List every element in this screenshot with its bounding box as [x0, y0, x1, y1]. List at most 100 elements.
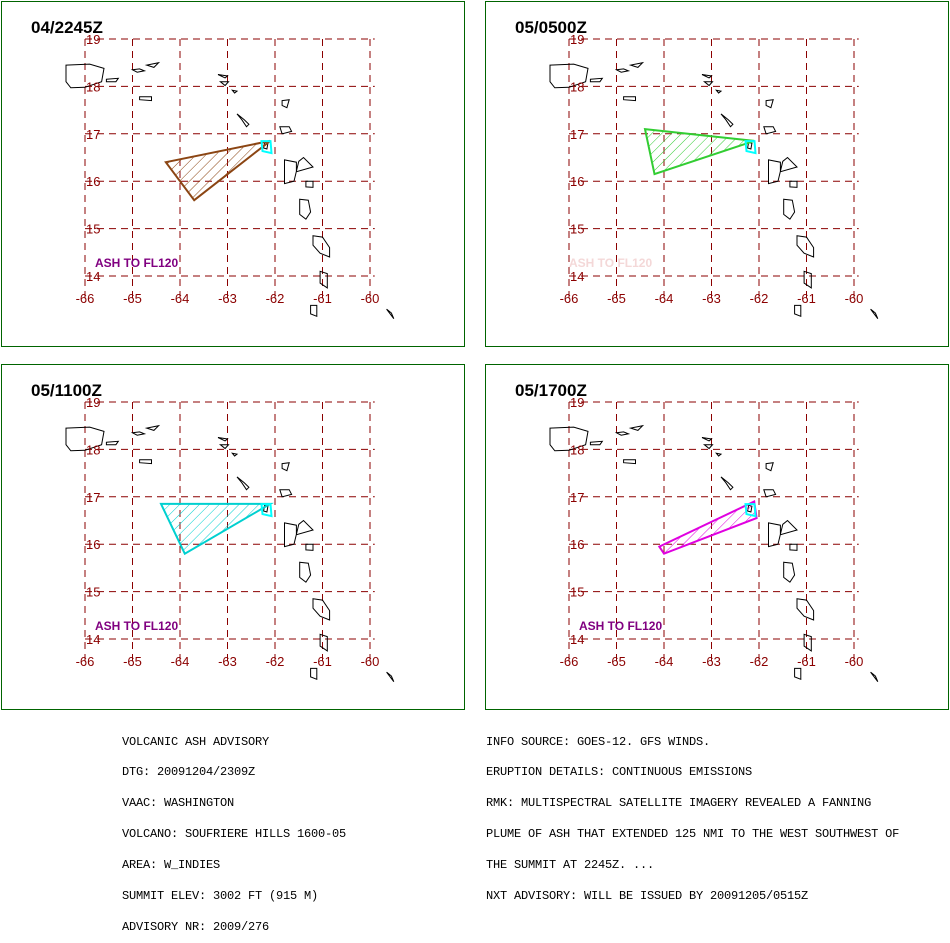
coastline	[105, 440, 120, 446]
volcano-marker	[744, 140, 757, 155]
advisory-line: AREA: W_INDIES	[122, 858, 221, 873]
coastline	[614, 68, 631, 73]
coastline	[65, 426, 105, 452]
advisory-line: SUMMIT ELEV: 3002 FT (915 M)	[122, 889, 319, 904]
lat-tick-label: 15	[86, 585, 100, 600]
coastline	[796, 235, 815, 258]
advisory-line: VAAC: WASHINGTON	[122, 796, 235, 811]
coastline	[768, 519, 798, 548]
coastline	[319, 270, 328, 289]
map-panel-3: -66 -65 -64 -63 -62 -61 -60 19 18 17 16 15 14 05/110…	[1, 364, 465, 710]
lat-tick-label: 14	[86, 269, 100, 284]
coastline	[231, 89, 239, 94]
ash-level-label: ASH TO FL120	[95, 619, 179, 633]
lat-tick-label: 14	[86, 632, 100, 647]
lon-tick-label: -64	[655, 291, 674, 306]
advisory-line: THE SUMMIT AT 2245Z. ...	[486, 858, 655, 873]
lat-tick-label: 18	[86, 79, 100, 94]
volcano-marker	[744, 503, 757, 518]
lat-tick-label: 17	[86, 490, 100, 505]
coastline	[789, 543, 798, 551]
coastline	[312, 235, 331, 258]
advisory-header-text: VOLCANIC ASH ADVISORY DTG: 20091204/2309…	[122, 716, 346, 943]
lon-tick-label: -66	[560, 654, 579, 669]
coastline	[870, 308, 879, 320]
lon-tick-label: -66	[76, 291, 95, 306]
coastline	[281, 99, 290, 109]
coastline	[765, 462, 774, 472]
coastline	[310, 667, 318, 681]
coastline	[720, 113, 734, 128]
coastline	[763, 489, 777, 498]
lon-tick-label: -60	[845, 291, 864, 306]
coastline	[139, 96, 152, 102]
lon-tick-label: -62	[266, 654, 285, 669]
lat-tick-label: 18	[570, 442, 584, 457]
coastline	[305, 180, 314, 188]
advisory-detail-text: INFO SOURCE: GOES-12. GFS WINDS. ERUPTIO…	[486, 716, 899, 912]
coastline	[623, 96, 636, 102]
lon-tick-label: -66	[76, 654, 95, 669]
lat-tick-label: 14	[570, 632, 584, 647]
coastline	[139, 459, 152, 465]
coastline	[284, 156, 314, 185]
coastline	[218, 81, 230, 87]
advisory-line: NXT ADVISORY: WILL BE ISSUED BY 20091205…	[486, 889, 809, 904]
coastline	[623, 459, 636, 465]
lon-tick-label: -64	[655, 654, 674, 669]
coastline	[312, 598, 331, 621]
advisory-line: ERUPTION DETAILS: CONTINUOUS EMISSIONS	[486, 765, 753, 780]
lon-tick-label: -63	[218, 654, 237, 669]
coastline	[279, 489, 293, 498]
lon-tick-label: -63	[218, 291, 237, 306]
coastline	[783, 561, 796, 583]
advisory-line: DTG: 20091204/2309Z	[122, 765, 256, 780]
coastline	[217, 437, 229, 442]
volcano-marker	[260, 503, 273, 518]
lon-tick-label: -61	[313, 654, 332, 669]
lat-tick-label: 19	[570, 395, 584, 410]
lon-tick-label: -65	[607, 291, 626, 306]
lat-tick-label: 15	[570, 222, 584, 237]
coastline	[789, 180, 798, 188]
lat-tick-label: 16	[86, 174, 100, 189]
coastline	[763, 126, 777, 135]
coastline	[236, 113, 250, 128]
coastline	[628, 424, 645, 431]
map-canvas: -66 -65 -64 -63 -62 -61 -60 19 18 17 16 15 14	[549, 32, 879, 320]
panel-time-label: 05/1100Z	[31, 381, 102, 400]
ash-plume-polygon	[657, 500, 758, 555]
advisory-line: ADVISORY NR: 2009/276	[122, 919, 270, 934]
panel-time-label: 05/1700Z	[515, 381, 587, 400]
coastline	[319, 633, 328, 652]
lon-tick-label: -63	[702, 291, 721, 306]
coastline	[386, 671, 395, 683]
coastline	[794, 304, 802, 318]
advisory-line: INFO SOURCE: GOES-12. GFS WINDS.	[486, 734, 711, 749]
map-canvas: -66 -65 -64 -63 -62 -61 -60 19 18 17 16 15 14	[65, 32, 395, 320]
coastline	[144, 424, 161, 431]
panel-time-label: 04/2245Z	[31, 18, 103, 37]
coastline	[217, 74, 229, 79]
volcano-marker	[260, 140, 273, 155]
ash-plume-polygon	[159, 502, 274, 556]
coastline	[794, 667, 802, 681]
lat-tick-label: 17	[570, 490, 584, 505]
map-canvas: -66 -65 -64 -63 -62 -61 -60 19 18 17 16 15 14	[65, 395, 395, 683]
coastline	[715, 452, 723, 457]
map-canvas: -66 -65 -64 -63 -62 -61 -60 19 18 17 16 15 14	[549, 395, 879, 683]
coastline	[130, 431, 147, 436]
lon-tick-label: -64	[171, 291, 190, 306]
coastline	[701, 74, 713, 79]
coastline	[768, 156, 798, 185]
lat-tick-label: 16	[570, 537, 584, 552]
coastline	[870, 671, 879, 683]
lon-tick-label: -65	[607, 654, 626, 669]
lat-tick-label: 15	[86, 222, 100, 237]
coastline	[549, 426, 589, 452]
advisory-line: PLUME OF ASH THAT EXTENDED 125 NMI TO TH…	[486, 827, 900, 842]
coastline	[715, 89, 723, 94]
lat-tick-label: 19	[570, 32, 584, 47]
lon-tick-label: -65	[123, 291, 142, 306]
map-panel-4: -66 -65 -64 -63 -62 -61 -60 19 18 17 16 15 14 05/170…	[485, 364, 949, 710]
